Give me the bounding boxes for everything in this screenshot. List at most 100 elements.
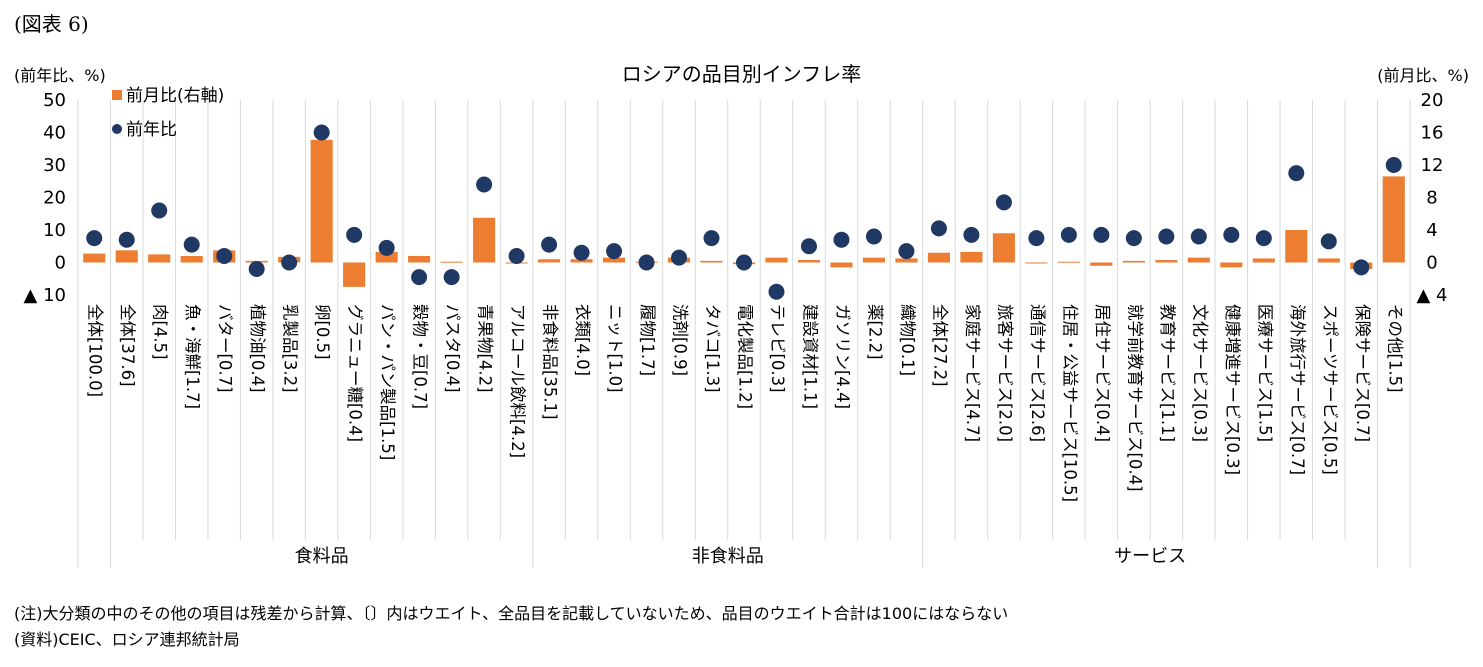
dot	[151, 202, 168, 219]
category-label: 全体[100.0]	[86, 304, 105, 397]
bar	[343, 262, 366, 287]
dot	[963, 226, 980, 243]
right-tick-label: 12	[1421, 155, 1444, 176]
category-label: テレビ[0.3]	[768, 304, 787, 393]
chart-title: ロシアの品目別インフレ率	[621, 62, 862, 86]
dot	[1385, 157, 1402, 173]
dot	[476, 176, 493, 193]
bar	[1382, 176, 1405, 263]
dot	[1093, 226, 1110, 243]
bar	[408, 256, 431, 263]
dot	[833, 231, 850, 248]
group-label: 食料品	[295, 546, 349, 567]
dot	[1158, 228, 1175, 245]
legend-bar-swatch	[112, 90, 122, 100]
bar	[83, 253, 106, 263]
left-tick-label: 30	[43, 155, 66, 176]
category-label: グラニュー糖[0.4]	[346, 304, 365, 442]
bar	[180, 256, 203, 263]
bar	[1090, 262, 1113, 266]
group-label: 非食料品	[692, 546, 764, 567]
category-label: 青果物[4.2]	[476, 304, 495, 393]
dot	[736, 254, 752, 271]
dot	[346, 226, 363, 243]
dot	[671, 249, 688, 266]
category-label: バター[0.7]	[216, 304, 235, 393]
right-tick-label: 20	[1421, 90, 1444, 111]
dot	[800, 238, 817, 255]
bar	[1285, 230, 1308, 263]
bar	[1252, 258, 1275, 263]
bar	[1122, 260, 1145, 263]
bar	[1057, 261, 1080, 263]
category-label: 薬[2.2]	[865, 304, 884, 360]
category-label: 健康増進サービス[0.3]	[1223, 304, 1242, 475]
footnote: (注)大分類の中のその他の項目は残差から計算、〔〕内はウエイト、全品目を記載して…	[14, 604, 1009, 623]
category-label: 教育サービス[1.1]	[1158, 304, 1177, 442]
category-label: 通信サービス[2.6]	[1028, 304, 1047, 442]
bar	[538, 259, 561, 263]
category-label: 植物油[0.4]	[248, 304, 267, 393]
dot	[638, 254, 655, 271]
category-label: 保険サービス[0.7]	[1353, 304, 1372, 442]
dot	[1255, 230, 1272, 247]
dot	[1060, 226, 1077, 243]
category-label: 家庭サービス[4.7]	[963, 304, 982, 442]
right-axis-unit: (前月比、%)	[1377, 66, 1469, 85]
right-tick-label: 16	[1421, 123, 1444, 144]
bar	[1317, 258, 1340, 263]
dot	[1288, 165, 1305, 182]
dot	[183, 236, 200, 253]
bar	[1155, 260, 1178, 263]
left-tick-label: ▲ 10	[24, 285, 66, 306]
category-label: タバコ[1.3]	[703, 304, 722, 393]
dot	[930, 220, 947, 237]
dot	[1028, 230, 1045, 247]
source-note: (資料)CEIC、ロシア連邦統計局	[14, 630, 240, 649]
category-label: 非食料品[35.1]	[541, 304, 560, 420]
bar	[603, 257, 626, 263]
right-tick-label: 8	[1426, 188, 1437, 209]
dot	[703, 230, 720, 247]
legend-dot-swatch	[112, 124, 122, 134]
dot	[1190, 228, 1207, 245]
right-tick-label: ▲ 4	[1416, 285, 1447, 306]
category-label: その他[1.5]	[1385, 304, 1404, 393]
bar	[960, 251, 983, 263]
dot	[313, 124, 330, 141]
category-label: 住居・公益サービス[10.5]	[1060, 304, 1079, 502]
bar	[473, 217, 496, 263]
category-label: 就学前教育サービス[0.4]	[1125, 304, 1144, 492]
category-label: 文化サービス[0.3]	[1190, 304, 1209, 442]
dot	[118, 231, 135, 248]
bar	[700, 260, 723, 263]
dot	[248, 261, 265, 277]
bar	[927, 252, 950, 263]
bar	[895, 258, 918, 263]
left-tick-label: 20	[43, 188, 66, 209]
dot	[573, 244, 590, 261]
dot	[508, 248, 525, 264]
category-label: 全体[27.2]	[930, 304, 949, 387]
bar	[862, 257, 885, 263]
left-tick-label: 40	[43, 123, 66, 144]
category-label: 全体[37.6]	[118, 304, 137, 387]
dot	[411, 269, 428, 286]
dot	[86, 230, 103, 247]
bar	[830, 262, 853, 268]
dot	[865, 228, 882, 245]
legend-bar-label: 前月比(右軸)	[126, 86, 224, 106]
bar	[375, 251, 398, 263]
bar	[1187, 257, 1210, 263]
category-label: 卵[0.5]	[313, 304, 332, 360]
category-label: パスタ[0.4]	[443, 304, 462, 393]
category-label: 肉[4.5]	[151, 304, 170, 360]
dot	[1125, 230, 1142, 247]
category-label: 電化製品[1.2]	[736, 304, 755, 409]
bar	[115, 250, 138, 263]
category-label: 織物[0.1]	[898, 304, 917, 376]
category-label: 医療サービス[1.5]	[1255, 304, 1274, 442]
bar	[440, 261, 463, 263]
category-label: 衣類[4.0]	[573, 304, 592, 376]
